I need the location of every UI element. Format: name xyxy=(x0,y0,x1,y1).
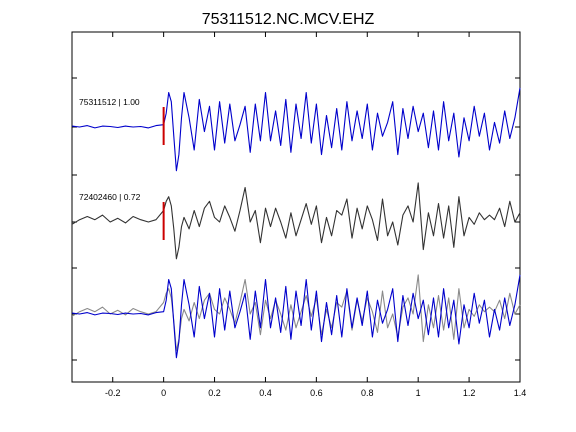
trace-label: 72402460 | 0.72 xyxy=(79,192,141,202)
x-tick-label: 1.4 xyxy=(514,388,527,398)
trace-label-group: 75311512 | 1.00 72402460 | 0.72 xyxy=(79,97,141,202)
tick-group: -0.2 0 0.2 0.4 0.6 0.8 1 1.2 1.4 xyxy=(72,32,526,398)
x-tick-label: 0.4 xyxy=(259,388,272,398)
x-tick-label: 0 xyxy=(161,388,166,398)
plot-frame xyxy=(71,31,521,383)
x-tick-label: -0.2 xyxy=(105,388,121,398)
waveform-trace xyxy=(71,87,521,172)
x-tick-label: 1 xyxy=(416,388,421,398)
x-tick-label: 0.6 xyxy=(310,388,323,398)
overlay-master-trace xyxy=(71,274,521,359)
x-tick-label: 0.8 xyxy=(361,388,374,398)
chart-title: 75311512.NC.MCV.EHZ xyxy=(202,11,375,28)
trace-group xyxy=(71,87,521,359)
x-tick-label: 0.2 xyxy=(208,388,221,398)
x-tick-label: 1.2 xyxy=(463,388,476,398)
overlay-match-trace xyxy=(71,274,521,352)
trace-label: 75311512 | 1.00 xyxy=(79,97,140,107)
waveform-trace xyxy=(71,182,521,260)
